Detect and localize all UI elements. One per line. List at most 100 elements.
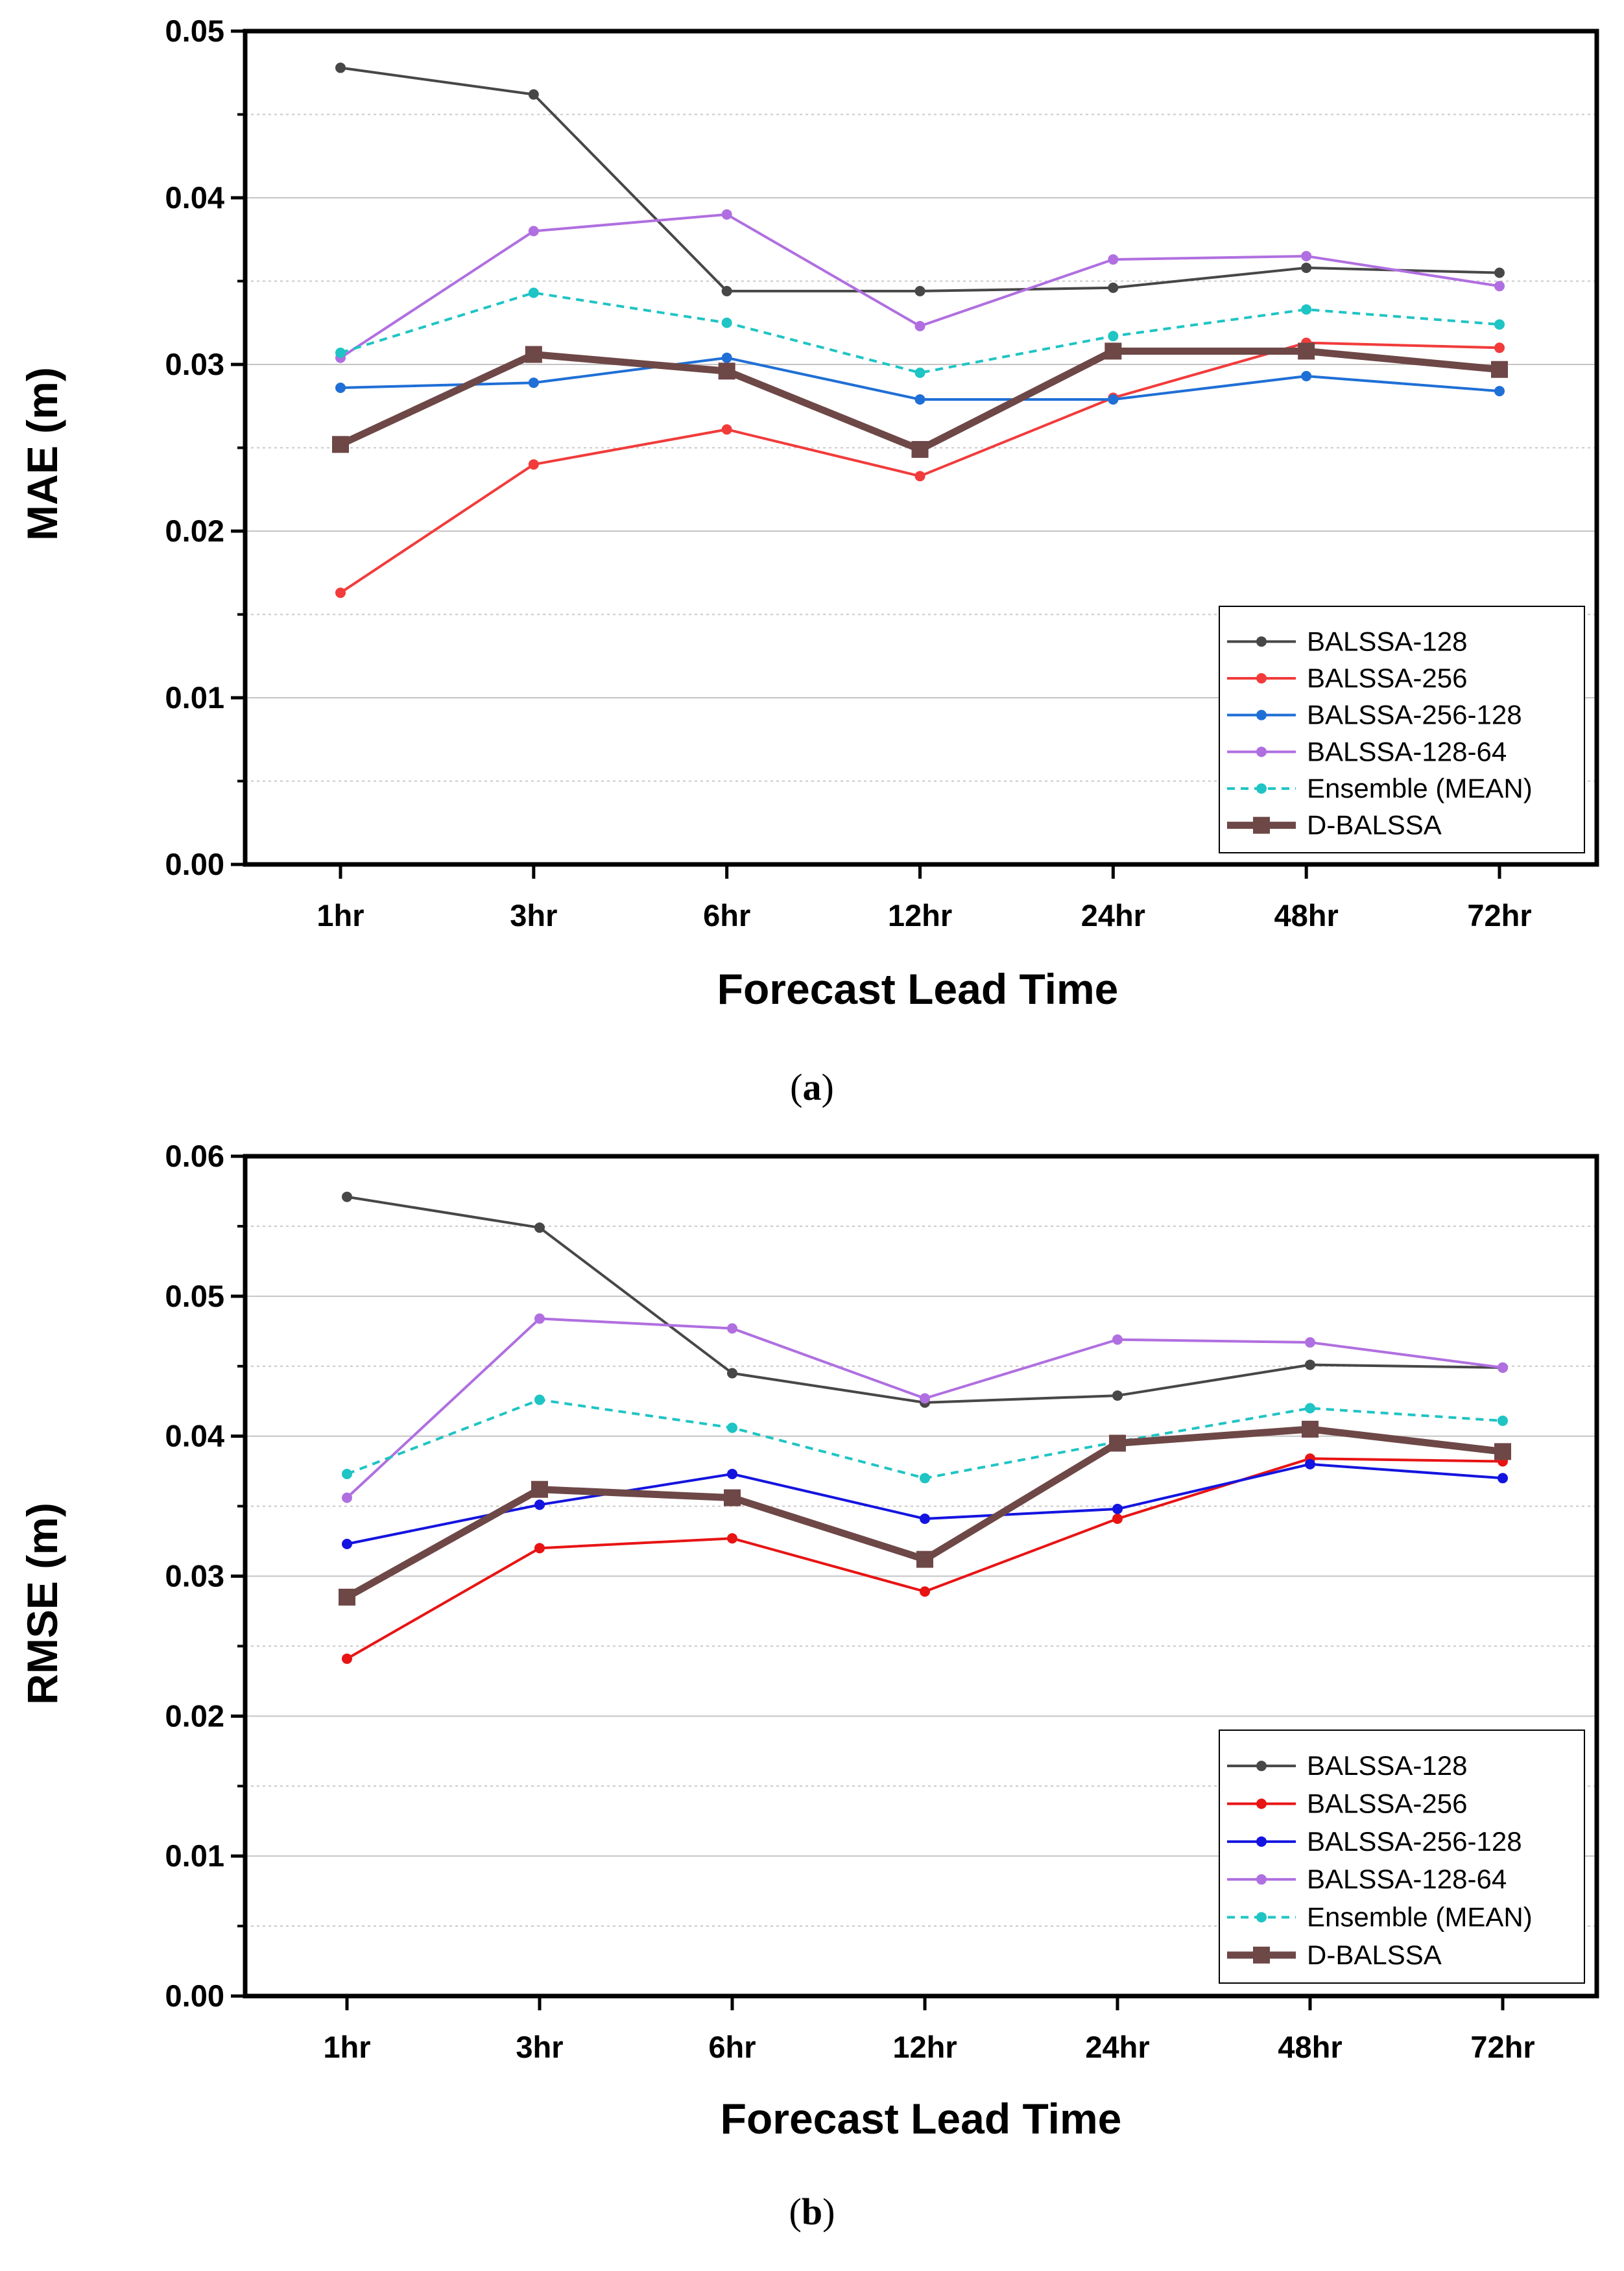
data-point <box>1108 282 1119 293</box>
series-d-balssa <box>332 342 1508 458</box>
data-point <box>727 1368 737 1379</box>
data-point <box>1108 394 1119 405</box>
legend-marker <box>1253 1946 1270 1964</box>
data-point <box>528 377 539 388</box>
legend-marker <box>1256 746 1267 757</box>
data-point <box>914 320 925 331</box>
data-point <box>1494 319 1505 330</box>
data-point <box>920 1473 930 1484</box>
data-point <box>721 285 732 296</box>
data-point <box>718 363 735 380</box>
y-tick-label: 0.04 <box>165 180 224 215</box>
y-tick-label: 0.05 <box>165 14 224 48</box>
data-point <box>528 226 539 237</box>
data-point <box>1305 1403 1315 1414</box>
data-point <box>534 1222 545 1233</box>
data-point <box>528 89 539 100</box>
y-axis-title: RMSE (m) <box>18 1503 66 1705</box>
data-point <box>1298 342 1315 360</box>
legend-label-balssa-256: BALSSA-256 <box>1307 663 1468 693</box>
data-point <box>1301 250 1312 261</box>
data-point <box>332 436 349 453</box>
data-point <box>342 1538 352 1549</box>
y-tick-label: 0.06 <box>165 1139 224 1173</box>
x-tick-label: 3hr <box>510 898 557 933</box>
y-tick-label: 0.01 <box>165 1838 224 1873</box>
series-line-balssa-128 <box>340 66 1500 292</box>
data-point <box>920 1514 930 1525</box>
data-point <box>534 1499 545 1510</box>
data-point <box>1494 342 1505 353</box>
data-point <box>342 1653 352 1664</box>
data-point <box>724 1489 741 1506</box>
data-point <box>335 62 346 73</box>
data-point <box>531 1480 548 1498</box>
chart-panel-a: 0.00 0.01 0.02 0.03 0.04 0.05 1hr 3hr 6hr 12hr 24… <box>18 14 1599 1108</box>
y-tick-label: 0.01 <box>165 680 224 715</box>
legend-label-d-balssa: D-BALSSA <box>1307 1940 1442 1970</box>
tick-marks <box>231 1154 1505 2010</box>
legend-marker <box>1256 1874 1267 1885</box>
data-point <box>1112 1390 1123 1401</box>
y-tick-label: 0.04 <box>165 1419 224 1453</box>
data-point <box>534 1543 545 1554</box>
data-point <box>528 287 539 298</box>
series-group <box>332 62 1508 599</box>
data-point <box>1498 1362 1508 1373</box>
legend-box <box>1219 1730 1585 1984</box>
data-point <box>916 1551 933 1568</box>
legend-label-d-balssa: D-BALSSA <box>1307 810 1442 840</box>
data-point <box>342 1191 352 1202</box>
data-point <box>914 285 925 296</box>
data-point <box>914 394 925 405</box>
series-balssa-128 <box>342 1191 1508 1408</box>
x-tick-label: 1hr <box>323 2030 370 2064</box>
data-point <box>914 471 925 482</box>
data-point <box>1112 1514 1123 1525</box>
series-balssa-256-128 <box>335 352 1505 405</box>
legend-label-ensemble-mean: Ensemble (MEAN) <box>1307 773 1533 803</box>
grid-lines <box>245 1225 1597 1927</box>
data-point <box>1112 1334 1123 1345</box>
data-point <box>721 424 732 435</box>
y-tick-label: 0.05 <box>165 1279 224 1313</box>
data-point <box>914 367 925 378</box>
x-tick-label: 24hr <box>1081 898 1145 933</box>
data-point <box>1305 1359 1315 1370</box>
x-tick-label: 72hr <box>1470 2030 1534 2064</box>
data-point <box>727 1468 737 1479</box>
legend-marker <box>1256 1798 1267 1809</box>
data-point <box>1108 254 1119 265</box>
data-point <box>528 459 539 470</box>
legend-label-balssa-128-64: BALSSA-128-64 <box>1307 1864 1507 1894</box>
data-point <box>525 346 542 363</box>
x-axis-title: Forecast Lead Time <box>717 965 1119 1013</box>
data-point <box>1302 1420 1319 1438</box>
data-point <box>1301 262 1312 273</box>
legend-box <box>1219 606 1585 853</box>
data-point <box>1305 1337 1315 1348</box>
data-point <box>1105 342 1122 360</box>
series-balssa-256 <box>342 1453 1508 1664</box>
x-tick-label: 24hr <box>1085 2030 1149 2064</box>
y-tick-label: 0.02 <box>165 514 224 548</box>
series-group <box>339 1191 1511 1664</box>
legend-marker <box>1256 1912 1267 1923</box>
data-point <box>1301 370 1312 381</box>
panel-label-b-letter: b <box>802 2191 822 2233</box>
x-tick-label: 48hr <box>1274 898 1339 933</box>
data-point <box>1108 331 1119 342</box>
series-line-balssa-256 <box>339 341 1500 594</box>
data-point <box>342 1492 352 1503</box>
data-point <box>342 1468 352 1479</box>
data-point <box>1491 361 1508 378</box>
legend-marker <box>1256 709 1267 720</box>
x-tick-label: 72hr <box>1467 898 1531 933</box>
series-ensemble-mean <box>335 287 1505 378</box>
x-tick-label: 48hr <box>1278 2030 1342 2064</box>
legend-label-balssa-256: BALSSA-256 <box>1307 1789 1468 1819</box>
data-point <box>1112 1503 1123 1514</box>
legend-label-balssa-256-128: BALSSA-256-128 <box>1307 1826 1522 1857</box>
data-point <box>911 441 929 458</box>
data-point <box>1109 1434 1126 1452</box>
